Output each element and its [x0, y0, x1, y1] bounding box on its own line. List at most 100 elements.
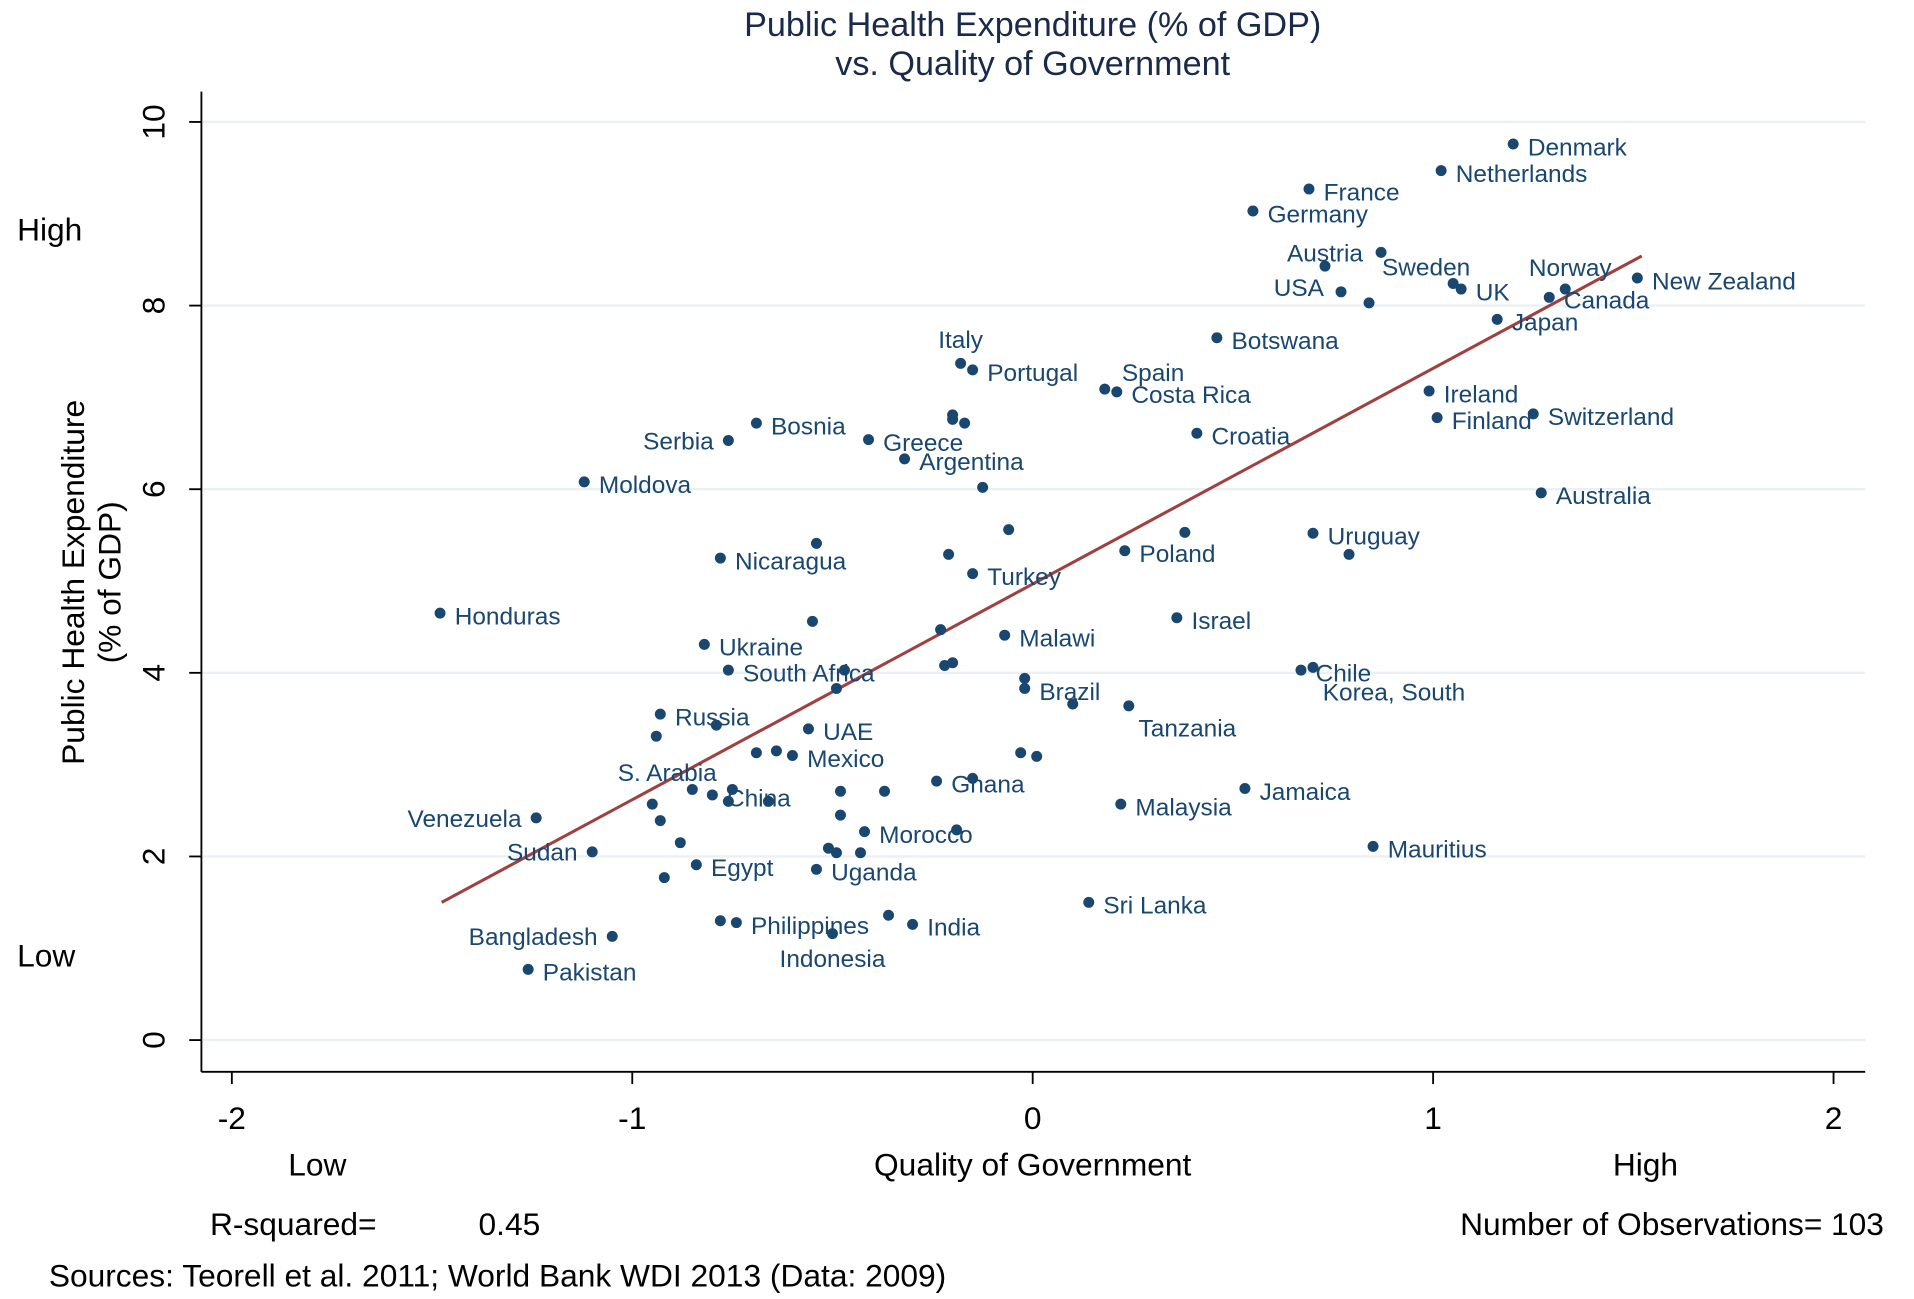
point-label: Norway [1529, 255, 1613, 282]
point-label: New Zealand [1652, 268, 1796, 295]
point [810, 863, 822, 875]
point [977, 481, 989, 493]
point-label: Bangladesh [469, 924, 598, 951]
point [658, 872, 670, 884]
point-label: UAE [823, 719, 873, 746]
point [1031, 750, 1043, 762]
point [1179, 526, 1191, 538]
point [947, 657, 959, 669]
point [899, 453, 911, 465]
x-tick-label: 0 [1024, 1100, 1042, 1136]
point [698, 638, 710, 650]
point [706, 789, 718, 801]
point [951, 824, 963, 836]
point-label: Spain [1122, 360, 1184, 387]
point [1119, 545, 1131, 557]
point-label: Australia [1556, 483, 1651, 510]
point-label: South Africa [743, 660, 875, 687]
point-label: Italy [938, 327, 984, 354]
point [1535, 487, 1547, 499]
point [834, 809, 846, 821]
point [955, 357, 967, 369]
x-tick-label: 2 [1825, 1100, 1843, 1136]
x-tick-label: -1 [618, 1100, 646, 1136]
point [822, 842, 834, 854]
point-label: Philippines [751, 913, 869, 940]
point [722, 435, 734, 447]
point-label: Ghana [951, 772, 1025, 799]
point-label: Sweden [1382, 254, 1470, 281]
point-label: Sudan [507, 840, 578, 867]
point-label: Turkey [987, 564, 1061, 591]
point [1435, 165, 1447, 177]
x-axis-label: Quality of Government [874, 1146, 1192, 1182]
point-label: Ireland [1444, 381, 1519, 408]
point [654, 708, 666, 720]
point [530, 812, 542, 824]
point [1003, 524, 1015, 536]
point-label: Portugal [987, 360, 1078, 387]
y-axis-label: (% of GDP) [92, 501, 128, 663]
point [434, 607, 446, 619]
point-label: Jamaica [1260, 779, 1351, 806]
point [762, 795, 774, 807]
point [522, 963, 534, 975]
point [710, 719, 722, 731]
point [830, 682, 842, 694]
point [1307, 661, 1319, 673]
r-squared-value: 0.45 [479, 1206, 541, 1242]
point [1123, 700, 1135, 712]
point [959, 417, 971, 429]
point [830, 847, 842, 859]
point [1423, 385, 1435, 397]
point [1631, 272, 1643, 284]
y-tick-label: 10 [136, 104, 172, 139]
point [686, 783, 698, 795]
point-label: Argentina [919, 449, 1024, 476]
x-tick-label: -2 [218, 1100, 246, 1136]
point [1115, 798, 1127, 810]
point [1447, 278, 1459, 290]
point-label: Uganda [831, 860, 917, 887]
point [1543, 291, 1555, 303]
point [726, 783, 738, 795]
point [654, 815, 666, 827]
point-label: Netherlands [1456, 161, 1588, 188]
point-label: Austria [1287, 241, 1363, 268]
point [750, 747, 762, 759]
point [1527, 408, 1539, 420]
point-label: Botswana [1232, 328, 1340, 355]
point [1247, 205, 1259, 217]
point [1083, 896, 1095, 908]
y-tick-label: 0 [136, 1031, 172, 1049]
point [586, 846, 598, 858]
point-label: India [927, 915, 980, 942]
point-label: Tanzania [1139, 716, 1237, 743]
point [838, 664, 850, 676]
point-label: Egypt [711, 855, 774, 882]
point-label: Greece [883, 430, 963, 457]
point-label: Serbia [643, 428, 714, 455]
point [1559, 283, 1571, 295]
point [834, 785, 846, 797]
point [1343, 548, 1355, 560]
point-label: USA [1274, 275, 1325, 302]
point-label: Israel [1191, 608, 1251, 635]
y-high-label: High [17, 211, 82, 247]
point-label: Chile [1316, 660, 1372, 687]
point [690, 859, 702, 871]
point [1111, 386, 1123, 398]
point [1363, 297, 1375, 309]
point-label: Germany [1268, 201, 1369, 228]
point [879, 785, 891, 797]
point [1303, 183, 1315, 195]
point [1507, 138, 1519, 150]
point [1491, 313, 1503, 325]
observations-label: Number of Observations= [1460, 1206, 1822, 1242]
point-label: Finland [1452, 408, 1532, 435]
point-label: Canada [1564, 288, 1650, 315]
point [606, 930, 618, 942]
point [1191, 427, 1203, 439]
fit-line [440, 254, 1643, 904]
